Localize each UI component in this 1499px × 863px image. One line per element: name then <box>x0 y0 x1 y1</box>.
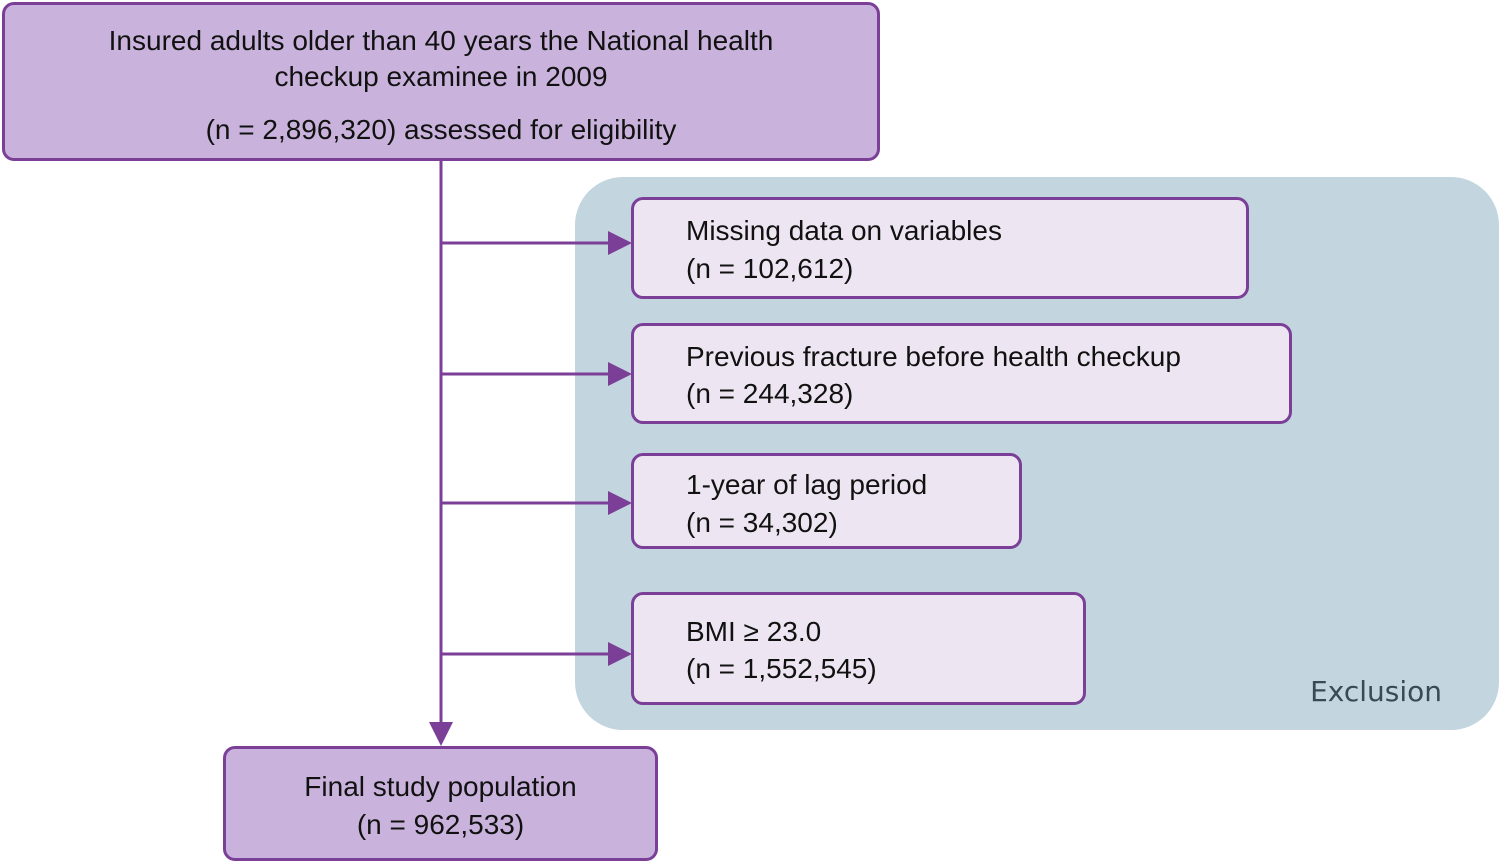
exclusion-count-4: (n = 1,552,545) <box>686 653 877 684</box>
exclusion-box-lag-period: 1-year of lag period (n = 34,302) <box>631 453 1022 549</box>
exclusion-box-missing-data: Missing data on variables (n = 102,612) <box>631 197 1249 299</box>
eligibility-box: Insured adults older than 40 years the N… <box>2 2 880 161</box>
exclusion-count-3: (n = 34,302) <box>686 507 838 538</box>
eligibility-line-1: Insured adults older than 40 years the N… <box>108 25 774 56</box>
exclusion-label-3: 1-year of lag period <box>686 469 928 500</box>
eligibility-count: (n = 2,896,320) assessed for eligibility <box>205 114 677 145</box>
exclusion-label-2: Previous fracture before health checkup <box>686 341 1181 372</box>
exclusion-box-bmi: BMI ≥ 23.0 (n = 1,552,545) <box>631 592 1086 705</box>
exclusion-label-4: BMI ≥ 23.0 <box>686 616 822 647</box>
final-population-count: (n = 962,533) <box>356 809 525 840</box>
exclusion-count-2: (n = 244,328) <box>686 378 854 409</box>
eligibility-line-2: checkup examinee in 2009 <box>274 61 608 92</box>
exclusion-box-previous-fracture: Previous fracture before health checkup … <box>631 323 1292 424</box>
final-population-box: Final study population (n = 962,533) <box>223 746 658 861</box>
exclusion-label-1: Missing data on variables <box>686 215 1002 246</box>
main-flow-arrowhead <box>429 722 453 746</box>
exclusion-count-1: (n = 102,612) <box>686 253 854 284</box>
exclusion-label: Exclusion <box>1310 675 1442 708</box>
final-population-label: Final study population <box>304 771 577 802</box>
